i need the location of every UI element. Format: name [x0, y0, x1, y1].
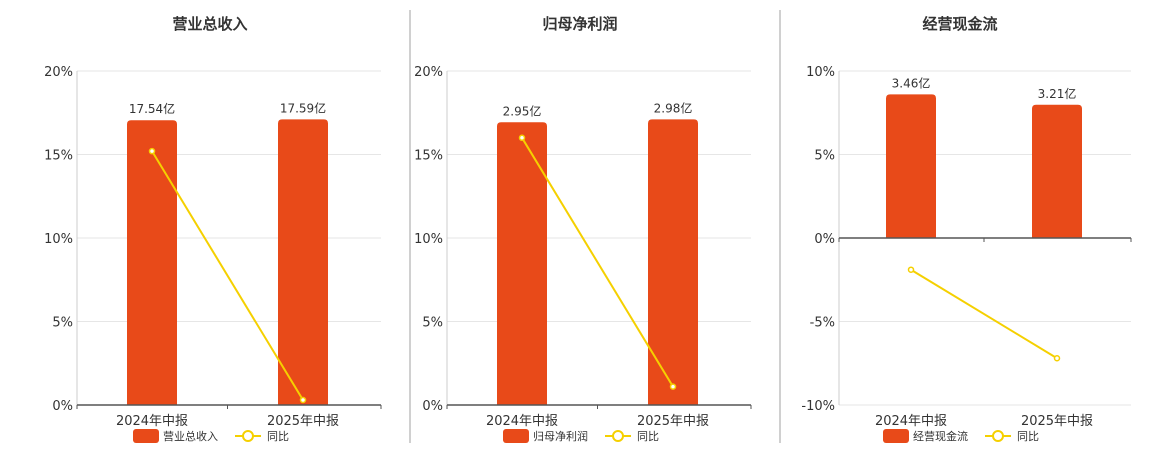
y-tick-label: 10%: [44, 232, 73, 247]
legend-swatch-marker: [242, 430, 254, 442]
legend-swatch-bar: [503, 429, 529, 443]
bar-data-label: 3.21亿: [1038, 86, 1077, 101]
yoy-point: [907, 266, 915, 273]
legend-label: 营业总收入: [163, 429, 218, 443]
y-tick-label: 10%: [806, 65, 835, 80]
yoy-point: [1053, 354, 1061, 362]
bar: [497, 122, 547, 405]
yoy-point: [518, 134, 526, 142]
y-tick-label: 5%: [52, 316, 73, 331]
yoy-point: [299, 396, 307, 404]
yoy-line: [151, 150, 304, 401]
y-tick-label: 5%: [814, 149, 835, 164]
bar-data-label: 17.59亿: [280, 100, 326, 115]
legend-swatch-bar: [883, 429, 909, 443]
x-tick-label: 2025年中报: [637, 414, 709, 429]
y-tick-label: 5%: [422, 316, 443, 331]
x-tick-label: 2025年中报: [267, 414, 339, 429]
yoy-point: [148, 147, 156, 155]
chart-title: 营业总收入: [172, 15, 247, 33]
x-tick-label: 2024年中报: [486, 414, 558, 429]
bar-data-label: 3.46亿: [892, 75, 931, 90]
legend-label: 同比: [637, 430, 659, 443]
y-tick-label: 0%: [52, 399, 73, 414]
x-tick-label: 2024年中报: [875, 414, 947, 429]
yoy-line: [521, 137, 674, 388]
chart-title: 经营现金流: [922, 15, 997, 33]
yoy-point: [669, 383, 677, 390]
y-tick-label: 15%: [414, 149, 443, 164]
y-tick-label: -5%: [810, 316, 835, 331]
bar-data-label: 2.98亿: [654, 100, 693, 115]
legend-label: 同比: [1017, 430, 1039, 443]
bar: [648, 119, 698, 406]
bar-data-label: 2.95亿: [503, 103, 542, 118]
bar: [886, 94, 936, 238]
bar-data-label: 17.54亿: [129, 101, 175, 116]
y-tick-label: -10%: [801, 399, 835, 414]
bar: [278, 119, 328, 406]
legend-swatch-bar: [133, 429, 159, 443]
y-tick-label: 0%: [422, 399, 443, 414]
bar: [1032, 104, 1082, 238]
y-tick-label: 20%: [414, 65, 443, 80]
legend-label: 经营现金流: [913, 429, 968, 443]
y-tick-label: 15%: [44, 149, 73, 164]
y-tick-label: 10%: [414, 232, 443, 247]
x-tick-label: 2025年中报: [1021, 414, 1093, 429]
bar: [127, 120, 177, 406]
legend-label: 同比: [267, 430, 289, 443]
y-tick-label: 0%: [814, 232, 835, 247]
legend-label: 归母净利润: [533, 429, 588, 443]
yoy-line: [910, 268, 1058, 360]
x-tick-label: 2024年中报: [116, 414, 188, 429]
legend-swatch-marker: [612, 430, 624, 442]
y-tick-label: 20%: [44, 65, 73, 80]
chart-title: 归母净利润: [542, 15, 617, 33]
legend-swatch-marker: [992, 430, 1004, 442]
